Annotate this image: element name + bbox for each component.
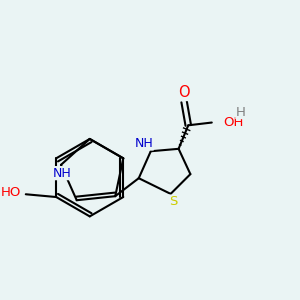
Text: NH: NH — [53, 167, 72, 180]
Text: O: O — [178, 85, 190, 100]
Text: OH: OH — [224, 116, 244, 129]
Text: H: H — [236, 106, 246, 118]
Text: S: S — [169, 195, 177, 208]
Text: HO: HO — [0, 186, 21, 200]
Text: NH: NH — [134, 137, 153, 150]
